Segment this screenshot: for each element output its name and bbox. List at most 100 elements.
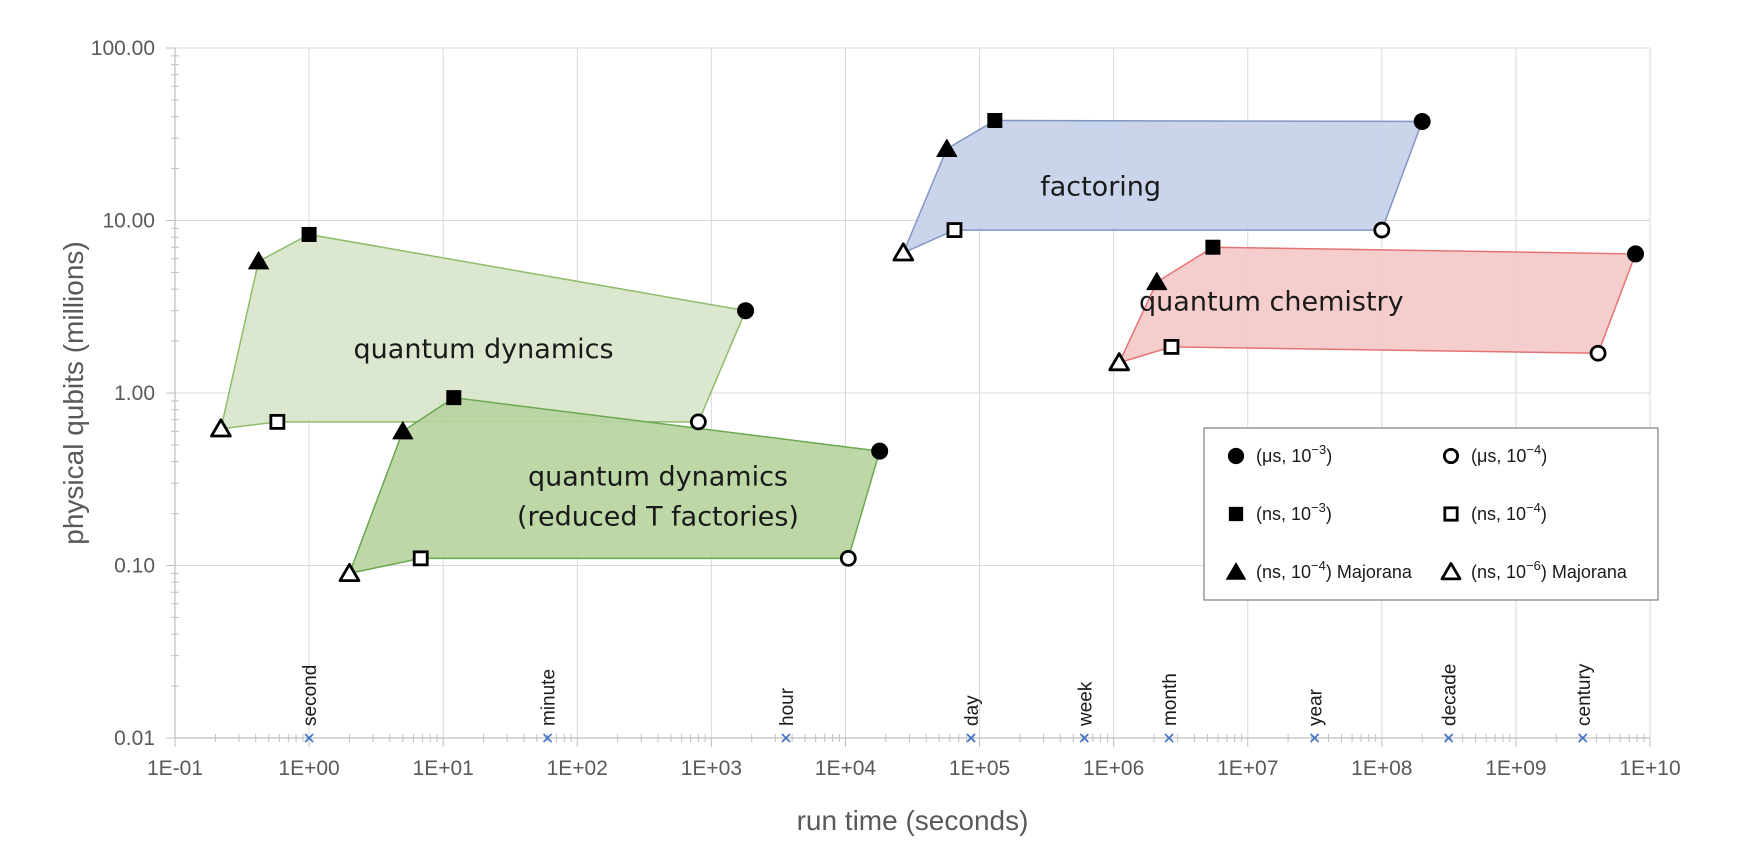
legend-label-exponent: −4 [1526, 442, 1541, 457]
legend-label-suffix: ) [1326, 504, 1332, 524]
filled-square-icon [446, 390, 462, 406]
x-tick-label: 1E+07 [1217, 757, 1278, 780]
legend-label-base: (ns, 10 [1256, 562, 1311, 582]
axes: 1E-01 1E+00 1E+01 1E+02 1E+03 1E+04 1E+05 1E+06… [91, 37, 1681, 780]
y-tick-label: 10.00 [102, 210, 155, 233]
time-marker-x-icon [1444, 733, 1454, 743]
time-marker-label: year [1306, 688, 1327, 726]
time-marker-label: century [1574, 663, 1595, 726]
time-marker-label: second [300, 665, 321, 726]
filled-circle-icon [1413, 112, 1431, 130]
time-marker-label: hour [777, 687, 798, 726]
time-marker: minute [539, 669, 560, 743]
time-marker: day [962, 695, 983, 743]
region-factoring [901, 119, 1424, 255]
region-labels: quantum dynamics quantum dynamics (reduced… [354, 171, 1404, 532]
filled-triangle-icon [1226, 562, 1246, 580]
open-triangle-icon [338, 562, 361, 582]
open-circle-icon [839, 549, 857, 567]
open-circle-icon [1442, 447, 1460, 465]
open-square-icon [269, 413, 286, 430]
region-label: factoring [1040, 171, 1161, 202]
data-markers [210, 112, 1645, 582]
legend-entry: (μs, 10−4) [1442, 442, 1547, 466]
time-marker: century [1574, 663, 1595, 743]
time-marker-x-icon [1164, 733, 1174, 743]
filled-circle-icon [1227, 447, 1245, 465]
region-label-line: (reduced T factories) [517, 502, 799, 533]
filled-circle-icon [1627, 245, 1645, 263]
filled-square-icon [1228, 506, 1244, 522]
legend-entry: (ns, 10−6) Majorana [1440, 558, 1628, 582]
y-tick-label: 0.01 [114, 727, 155, 750]
y-tick-label: 1.00 [114, 382, 155, 405]
region-label: quantum dynamics [354, 334, 614, 365]
legend-label-exponent: −3 [1311, 442, 1326, 457]
open-square-icon [1443, 506, 1459, 522]
x-tick-label: 1E+10 [1619, 757, 1680, 780]
time-marker: decade [1440, 664, 1461, 743]
time-marker-x-icon [1310, 733, 1320, 743]
x-tick-label: 1E+01 [413, 757, 474, 780]
time-marker: week [1075, 681, 1096, 743]
open-circle-icon [689, 413, 707, 431]
x-tick-label: 1E+09 [1485, 757, 1546, 780]
regions [219, 119, 1637, 575]
open-triangle-icon [1108, 352, 1131, 372]
legend-label-base: (ns, 10 [1256, 504, 1311, 524]
region-label-line: quantum dynamics [354, 334, 614, 365]
time-marker-label: decade [1440, 664, 1461, 726]
time-marker-x-icon [781, 733, 791, 743]
y-tick-label: 100.00 [91, 37, 155, 60]
legend-label: (ns, 10−6) Majorana [1471, 558, 1628, 582]
time-marker-label: month [1160, 673, 1181, 726]
time-marker-label: week [1075, 681, 1096, 727]
legend-label-base: (μs, 10 [1256, 446, 1311, 466]
legend-label-exponent: −3 [1311, 500, 1326, 515]
open-square-icon [412, 550, 429, 567]
legend-label-base: (ns, 10 [1471, 504, 1526, 524]
x-tick-label: 1E-01 [147, 757, 203, 780]
legend-label: (ns, 10−4) [1471, 500, 1547, 524]
legend-label: (ns, 10−4) Majorana [1256, 558, 1413, 582]
open-circle-icon [1373, 221, 1391, 239]
legend-label-exponent: −4 [1311, 558, 1326, 573]
legend-label-suffix: ) [1541, 446, 1547, 466]
legend-label-suffix: ) [1326, 446, 1332, 466]
filled-square-icon [987, 112, 1003, 128]
filled-triangle-icon [936, 138, 958, 158]
legend-label-suffix: ) Majorana [1326, 562, 1413, 582]
open-triangle-icon [892, 242, 915, 262]
legend-label-suffix: ) [1541, 504, 1547, 524]
x-tick-label: 1E+04 [815, 757, 877, 780]
open-square-icon [946, 222, 963, 238]
filled-square-icon [1205, 239, 1221, 255]
filled-circle-icon [737, 302, 755, 320]
time-marker-x-icon [966, 733, 976, 743]
legend-entry: (ns, 10−4) Majorana [1226, 558, 1413, 582]
legend-label-exponent: −4 [1526, 500, 1541, 515]
time-marker-label: day [962, 695, 983, 726]
legend: (μs, 10−3) (μs, 10−4)(ns, 10−3) (ns, 10−4)… [1203, 427, 1659, 601]
filled-circle-icon [871, 442, 889, 460]
y-axis-title: physical qubits (millions) [58, 241, 89, 544]
x-tick-label: 1E+00 [278, 757, 339, 780]
time-marker: second [300, 665, 321, 743]
open-triangle-icon [210, 418, 232, 438]
open-circle-icon [1589, 344, 1607, 362]
filled-triangle-icon [392, 421, 414, 440]
open-triangle-icon [1440, 562, 1462, 581]
legend-label-base: (ns, 10 [1471, 562, 1526, 582]
legend-label-base: (μs, 10 [1471, 446, 1526, 466]
legend-box [1203, 427, 1659, 601]
open-square-icon [1163, 339, 1180, 355]
filled-square-icon [301, 226, 317, 242]
time-marker-x-icon [542, 733, 553, 743]
x-tick-label: 1E+03 [681, 757, 742, 780]
x-tick-label: 1E+08 [1351, 757, 1412, 780]
filled-triangle-icon [1146, 272, 1168, 291]
legend-entry: (μs, 10−3) [1227, 442, 1332, 466]
x-tick-label: 1E+06 [1083, 757, 1144, 780]
time-marker: hour [777, 687, 798, 743]
